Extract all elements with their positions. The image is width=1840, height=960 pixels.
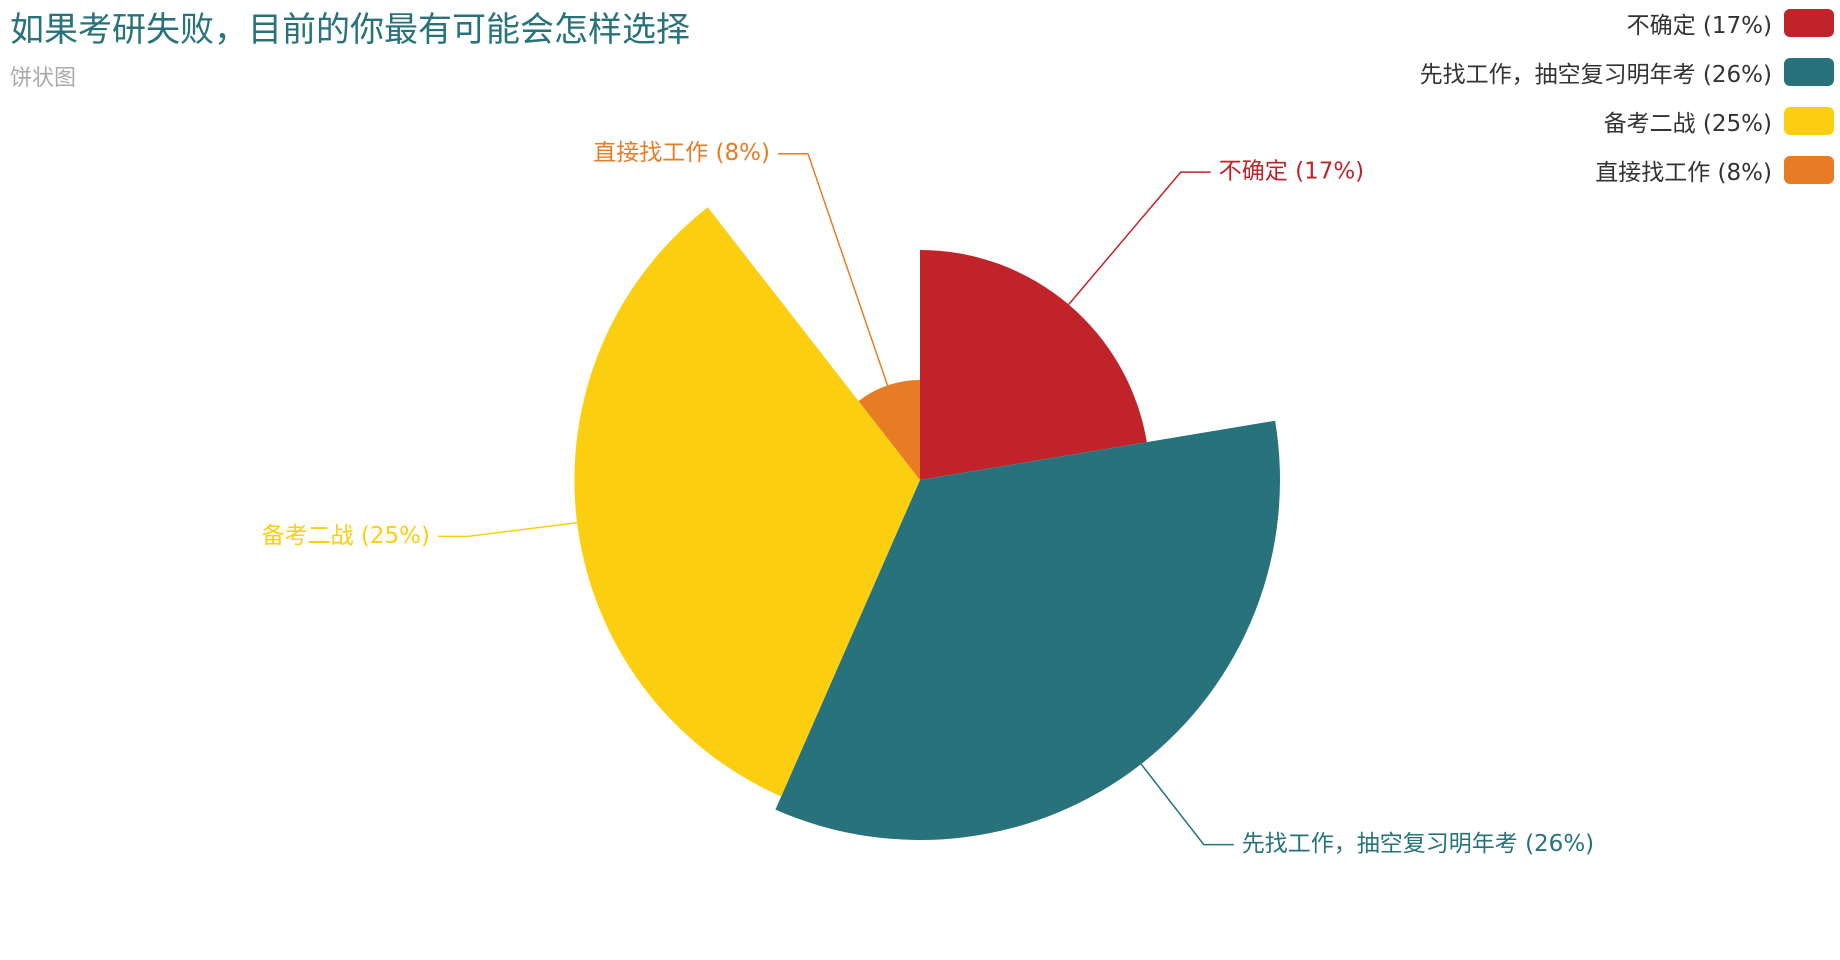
- legend-label: 备考二战 (25%): [1603, 111, 1772, 137]
- slice-label: 备考二战 (25%): [262, 523, 430, 549]
- slice-label: 直接找工作 (8%): [593, 140, 770, 166]
- legend-swatch: [1784, 156, 1834, 184]
- pie-slice[interactable]: [858, 380, 920, 480]
- legend-swatch: [1784, 107, 1834, 135]
- legend-swatch: [1784, 9, 1834, 37]
- chart-subtitle: 饼状图: [10, 66, 77, 91]
- legend-item[interactable]: 不确定 (17%): [1626, 8, 1834, 39]
- legend: 不确定 (17%) 先找工作，抽空复习明年考 (26%) 备考二战 (25%) …: [1419, 8, 1834, 186]
- legend-label: 不确定 (17%): [1626, 13, 1772, 39]
- label-leader-line: [1140, 763, 1234, 846]
- label-leader-line: [1068, 171, 1211, 305]
- legend-item[interactable]: 备考二战 (25%): [1603, 106, 1834, 137]
- chart-title: 如果考研失败，目前的你最有可能会怎样选择: [10, 10, 690, 50]
- pie-slice[interactable]: [920, 250, 1147, 480]
- legend-label: 先找工作，抽空复习明年考 (26%): [1419, 62, 1772, 88]
- legend-item[interactable]: 直接找工作 (8%): [1595, 155, 1834, 186]
- slice-label: 先找工作，抽空复习明年考 (26%): [1242, 831, 1594, 857]
- label-leader-line: [437, 521, 578, 538]
- slice-label: 不确定 (17%): [1219, 159, 1364, 185]
- legend-item[interactable]: 先找工作，抽空复习明年考 (26%): [1419, 57, 1834, 88]
- label-leader-line: [777, 152, 889, 386]
- pie-slice[interactable]: [574, 207, 920, 797]
- legend-swatch: [1784, 58, 1834, 86]
- legend-label: 直接找工作 (8%): [1595, 160, 1772, 186]
- pie-slice[interactable]: [775, 420, 1280, 840]
